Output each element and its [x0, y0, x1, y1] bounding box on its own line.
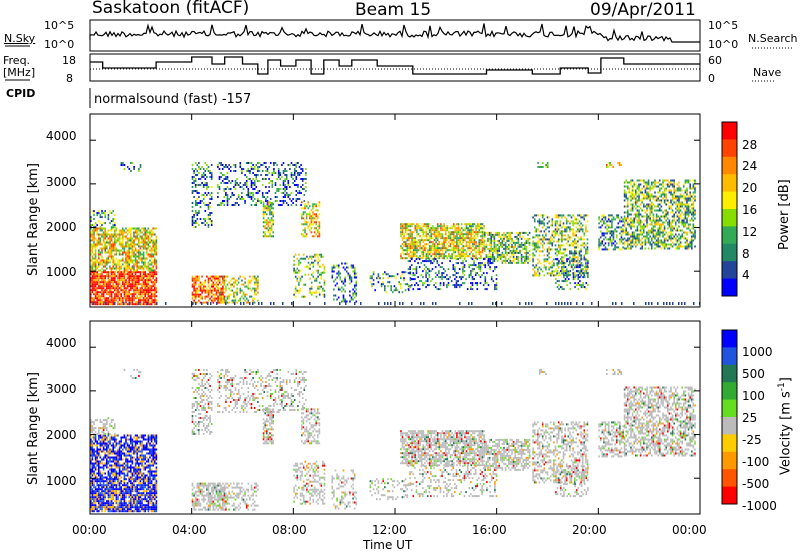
power-ytick-4000: 4000	[46, 129, 77, 143]
velocity-ytick-1000: 1000	[46, 474, 77, 488]
power-cbtick-1: 24	[742, 159, 758, 173]
date-title: 09/Apr/2011	[590, 0, 696, 20]
beam-title: Beam 15	[355, 0, 432, 20]
freq-panel-frame	[89, 53, 701, 82]
velocity-cbtick-1: 500	[742, 367, 765, 381]
velocity-colorbar-swatch-8	[722, 469, 737, 488]
velocity-colorbar-frame	[721, 329, 738, 505]
nsky-tick-bottom: 10^0	[44, 38, 75, 51]
nsky-label: N.Sky	[4, 32, 36, 45]
power-colorbar-swatch-6	[722, 226, 737, 245]
xtick-1: 04:00	[172, 523, 207, 537]
velocity-colorbar-swatch-4	[722, 399, 737, 418]
power-colorbar-swatch-0	[722, 122, 737, 140]
power-panel-frame	[89, 113, 701, 308]
power-ytick-2000: 2000	[46, 220, 77, 234]
velocity-colorbar-swatch-6	[722, 434, 737, 453]
nsky-tick-top: 10^5	[44, 19, 75, 32]
nsearch-tick-bottom: 10^0	[708, 38, 739, 51]
velocity-cbtick-7: -1000	[742, 499, 777, 513]
velocity-colorbar-swatch-0	[722, 330, 737, 348]
power-cbtick-5: 8	[742, 247, 750, 261]
station-title: Saskatoon (fitACF)	[92, 0, 250, 18]
power-ytick-3000: 3000	[46, 175, 77, 189]
power-echo-scatter	[90, 162, 701, 306]
velocity-colorbar-swatch-1	[722, 347, 737, 366]
freq-tick-bottom: 8	[66, 72, 73, 85]
velocity-cbtick-2: 100	[742, 389, 765, 403]
power-colorbar-swatch-8	[722, 261, 737, 280]
power-colorbar-swatch-4	[722, 191, 737, 210]
velocity-ytick-3000: 3000	[46, 382, 77, 396]
power-colorbar-swatch-9	[722, 278, 737, 297]
freq-label: Freq.	[3, 54, 31, 67]
power-cbtick-2: 20	[742, 181, 758, 195]
nsky-trace	[89, 23, 700, 43]
velocity-cbtick-0: 1000	[742, 345, 773, 359]
power-cbtick-6: 4	[742, 268, 750, 282]
velocity-echo-scatter	[90, 369, 696, 513]
nave-tick-bottom: 0	[708, 72, 715, 85]
freq-unit-label: [MHz]	[3, 66, 36, 79]
power-colorbar-swatch-1	[722, 139, 737, 158]
nave-tick-top: 60	[708, 54, 722, 67]
velocity-ytick-2000: 2000	[46, 428, 77, 442]
velocity-colorbar-swatch-5	[722, 417, 737, 435]
velocity-colorbar-swatch-3	[722, 382, 737, 401]
power-colorbar-swatch-2	[722, 156, 737, 175]
velocity-cbtick-3: 25	[742, 411, 758, 425]
nsearch-label: N.Search	[748, 32, 798, 45]
nave-label: Nave	[753, 66, 782, 79]
cpid-text: normalsound (fast) -157	[94, 92, 252, 107]
velocity-cbtick-6: -500	[742, 477, 770, 491]
frequency-trace	[90, 56, 700, 75]
power-cbtick-0: 28	[742, 138, 758, 152]
power-colorbar-frame	[721, 121, 738, 297]
power-cbtick-3: 16	[742, 203, 758, 217]
velocity-colorbar-swatch-2	[722, 364, 737, 383]
xtick-0: 00:00	[72, 523, 107, 537]
xtick-5: 20:00	[572, 523, 607, 537]
cpid-label: CPID	[6, 87, 36, 100]
velocity-ytick-4000: 4000	[46, 336, 77, 350]
velocity-panel-frame	[89, 320, 701, 515]
xtick-6: 00:00	[672, 523, 707, 537]
velocity-cbtick-5: -100	[742, 455, 770, 469]
nsky-panel-frame	[89, 19, 701, 52]
velocity-colorbar-swatch-7	[722, 451, 737, 470]
power-colorbar-swatch-7	[722, 243, 737, 262]
xtick-3: 12:00	[372, 523, 407, 537]
xtick-2: 08:00	[272, 523, 307, 537]
power-cbtick-4: 12	[742, 225, 758, 239]
velocity-colorbar-swatch-9	[722, 486, 737, 505]
nsearch-tick-top: 10^5	[708, 19, 739, 32]
power-colorbar-swatch-3	[722, 174, 737, 193]
freq-tick-top: 18	[62, 54, 76, 67]
velocity-cbtick-4: -25	[742, 433, 762, 447]
xtick-4: 16:00	[472, 523, 507, 537]
xaxis-label: Time UT	[363, 538, 413, 552]
power-ytick-1000: 1000	[46, 265, 77, 279]
power-colorbar-swatch-5	[722, 209, 737, 227]
